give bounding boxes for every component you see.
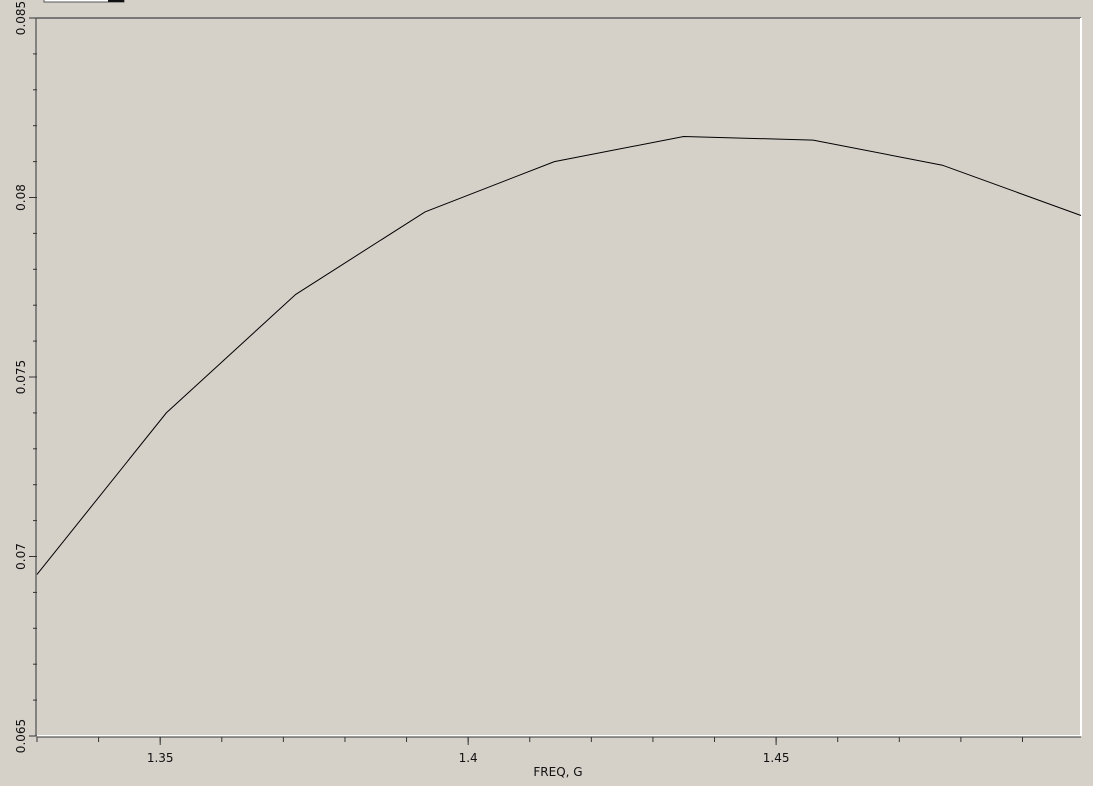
y-tick-label: 0.08 [14,184,28,211]
series-layer [36,135,1082,575]
y-axis: 0.065 0.07 0.075 0.08 0.085 [14,1,37,753]
y-tick-label: 0.07 [14,543,28,570]
y-tick-label: 0.085 [14,1,28,35]
zoom-scrollbar[interactable] [43,0,125,3]
y-tick-label: 0.065 [14,719,28,753]
plot-area [37,18,1081,736]
x-tick-label: 1.4 [459,751,478,765]
zoom-scrollbar-handle[interactable] [108,0,124,2]
x-axis-title: FREQ, G [533,765,582,779]
series-line [36,135,1082,575]
y-tick-label: 0.075 [14,360,28,394]
x-axis: 1.35 1.4 1.45 [36,737,1023,765]
x-tick-label: 1.35 [147,751,174,765]
x-tick-label: 1.45 [763,751,790,765]
